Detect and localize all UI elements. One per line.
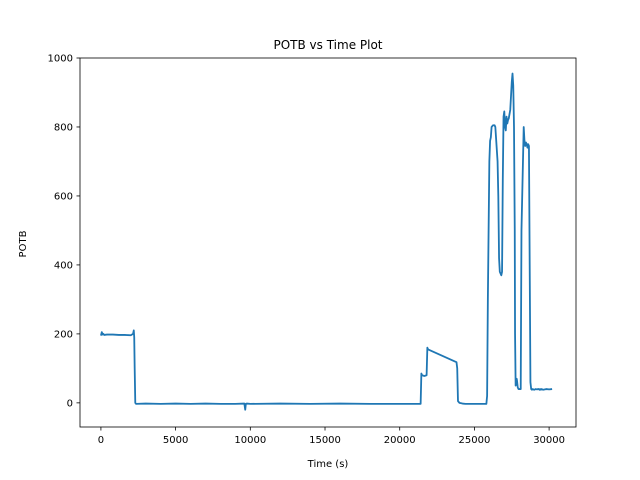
x-tick-label: 10000 bbox=[234, 435, 266, 446]
plot-area bbox=[100, 72, 553, 411]
y-tick-label: 200 bbox=[54, 329, 73, 340]
y-axis: 0 200 400 600 800 1000 bbox=[48, 54, 80, 409]
y-tick-label: 1000 bbox=[48, 54, 73, 65]
x-tick-label: 30000 bbox=[533, 435, 565, 446]
x-axis-title: Time (s) bbox=[307, 459, 349, 470]
x-tick-label: 20000 bbox=[384, 435, 416, 446]
x-tick-label: 15000 bbox=[309, 435, 341, 446]
y-tick-label: 800 bbox=[54, 122, 73, 133]
x-tick-label: 0 bbox=[98, 435, 104, 446]
y-tick-label: 0 bbox=[67, 398, 73, 409]
y-tick-label: 400 bbox=[54, 260, 73, 271]
plot-frame bbox=[79, 57, 577, 428]
y-tick-label: 600 bbox=[54, 191, 73, 202]
y-axis-title: POTB bbox=[18, 230, 29, 257]
x-tick-label: 25000 bbox=[459, 435, 491, 446]
chart-title: POTB vs Time Plot bbox=[273, 38, 382, 52]
series-line-0 bbox=[100, 72, 553, 411]
x-tick-label: 5000 bbox=[163, 435, 188, 446]
x-axis: 0 5000 10000 15000 20000 25000 30000 bbox=[98, 427, 565, 446]
